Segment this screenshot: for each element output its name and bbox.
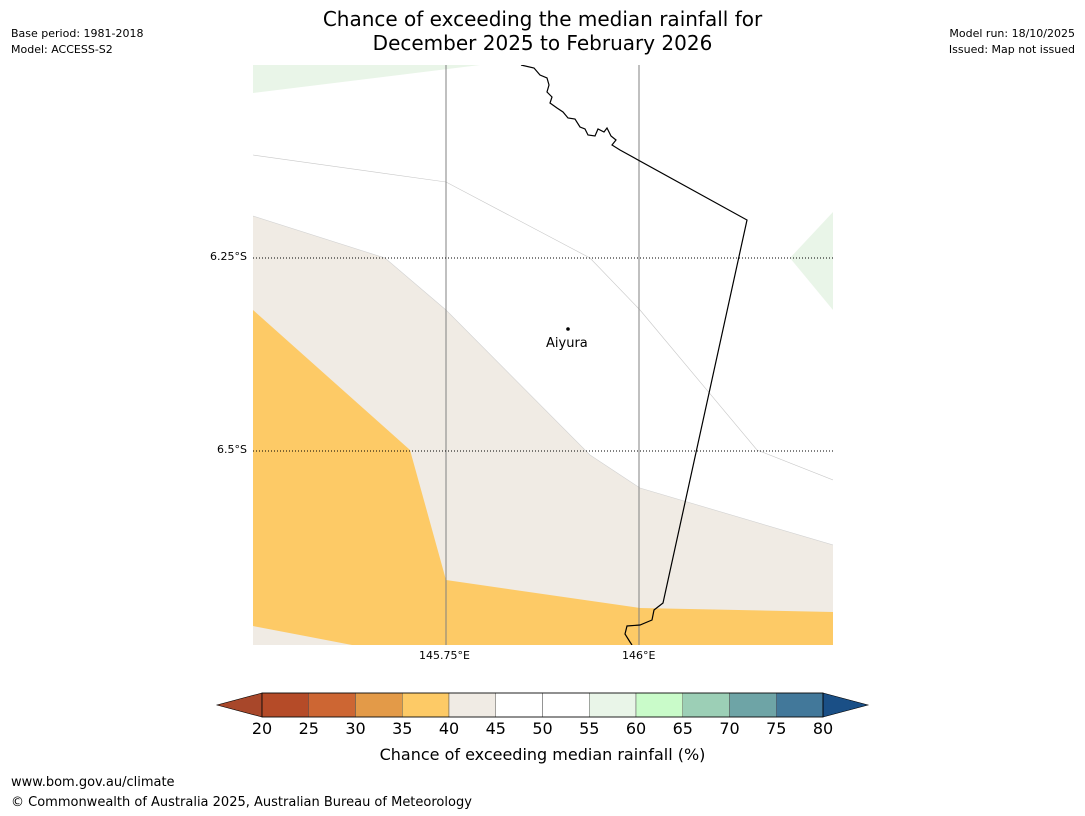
colorbar-segment [355, 692, 403, 718]
colorbar-extend-low [215, 692, 263, 718]
colorbar-segment [448, 692, 496, 718]
base-period-text: Base period: 1981-2018 [11, 27, 144, 40]
place-marker [566, 327, 570, 331]
contour-line [253, 215, 833, 546]
lon-label-14575: 145.75°E [419, 649, 470, 662]
fill-55-60-right [790, 212, 833, 310]
contour-line [253, 154, 833, 481]
colorbar-outline [261, 692, 824, 718]
map-fills [253, 65, 833, 645]
colorbar-extend-high [822, 692, 870, 718]
colorbar-tick-label: 25 [298, 719, 319, 738]
colorbar-segment [308, 692, 356, 718]
footer-copyright: © Commonwealth of Australia 2025, Austra… [11, 795, 472, 810]
colorbar [215, 692, 870, 718]
lon-label-146: 146°E [622, 649, 656, 662]
model-text: Model: ACCESS-S2 [11, 43, 113, 56]
border-line [520, 65, 748, 645]
colorbar-tick-label: 35 [392, 719, 413, 738]
model-run-text: Model run: 18/10/2025 [949, 27, 1075, 40]
colorbar-tick-label: 30 [345, 719, 366, 738]
lat-label-65: 6.5°S [217, 443, 247, 456]
colorbar-tick-label: 50 [532, 719, 553, 738]
colorbar-segment [635, 692, 683, 718]
title-line-1: Chance of exceeding the median rainfall … [322, 7, 763, 31]
colorbar-tick-label: 80 [812, 719, 834, 738]
colorbar-label: Chance of exceeding median rainfall (%) [379, 745, 706, 764]
colorbar-tick-label: 45 [485, 719, 506, 738]
colorbar-tick-label: 70 [719, 719, 740, 738]
colorbar-segment [589, 692, 637, 718]
page-title: Chance of exceeding the median rainfall … [0, 7, 1085, 55]
title-line-2: December 2025 to February 2026 [372, 31, 713, 55]
lat-label-625: 6.25°S [210, 250, 247, 263]
colorbar-tick-label: 40 [438, 719, 460, 738]
fill-35-40 [253, 310, 833, 645]
issued-text: Issued: Map not issued [948, 43, 1075, 56]
colorbar-segment [729, 692, 777, 718]
colorbar-segment [776, 692, 824, 718]
footer-url[interactable]: www.bom.gov.au/climate [11, 775, 175, 790]
colorbar-segment [261, 692, 309, 718]
colorbar-tick-label: 65 [672, 719, 693, 738]
colorbar-segment [682, 692, 730, 718]
colorbar-segment [542, 692, 590, 718]
colorbar-tick-label: 55 [579, 719, 600, 738]
colorbar-segment [495, 692, 543, 718]
place-label: Aiyura [546, 336, 588, 351]
colorbar-tick-label: 75 [766, 719, 787, 738]
colorbar-tick-label: 60 [625, 719, 647, 738]
colorbar-tick-label: 20 [251, 719, 273, 738]
colorbar-segment [402, 692, 450, 718]
fill-55-60-topleft [253, 65, 480, 93]
